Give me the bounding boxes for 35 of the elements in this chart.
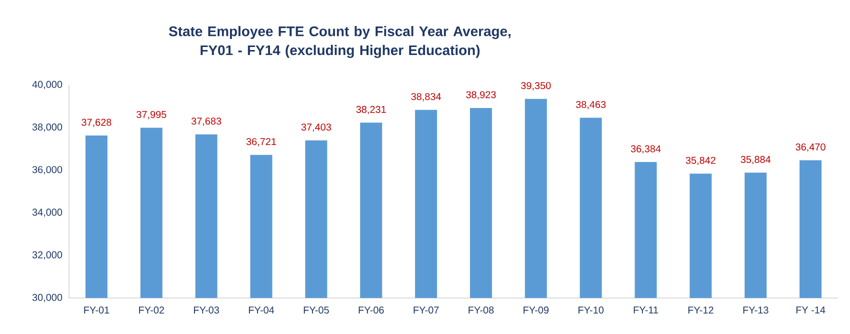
data-label: 38,231 — [356, 106, 386, 114]
x-tick-label: FY-06 — [358, 306, 384, 314]
x-tick-label: FY-12 — [688, 306, 714, 314]
y-tick-label: 40,000 — [32, 80, 62, 90]
y-tick-label: 32,000 — [32, 251, 62, 260]
data-label: 37,683 — [191, 118, 222, 126]
data-label: 38,923 — [466, 91, 496, 100]
data-label: 35,884 — [740, 156, 771, 164]
x-tick-label: FY-08 — [468, 306, 494, 314]
x-tick-label: FY-07 — [414, 306, 439, 314]
data-label: 37,403 — [301, 124, 331, 132]
data-label: 39,350 — [521, 82, 551, 90]
data-label: 38,834 — [411, 93, 441, 102]
chart-title: State Employee FTE Count by Fiscal Year Average, FY01 - FY14 (excluding Higher Education) — [168, 26, 510, 58]
data-label: 35,842 — [686, 156, 716, 166]
x-tick-label: FY-13 — [743, 306, 768, 314]
y-tick-label: 38,000 — [32, 123, 62, 132]
data-label: 36,470 — [796, 143, 826, 152]
y-tick-label: 36,000 — [32, 166, 62, 174]
data-label: 38,463 — [576, 100, 606, 110]
y-tick-label: 34,000 — [32, 208, 62, 217]
x-tick-label: FY-11 — [634, 306, 658, 314]
data-label: 36,384 — [630, 145, 661, 154]
data-label: 36,721 — [246, 138, 276, 146]
x-tick-label: FY-03 — [194, 306, 220, 314]
x-tick-label: FY-04 — [248, 306, 274, 314]
x-tick-label: FY -14 — [796, 306, 826, 314]
x-tick-label: FY-10 — [578, 306, 604, 314]
x-tick-label: FY-09 — [524, 306, 549, 314]
data-label: 37,628 — [82, 118, 112, 128]
x-tick-label: FY-05 — [304, 306, 329, 314]
y-tick-label: 30,000 — [32, 294, 62, 302]
data-label: 37,995 — [136, 110, 166, 120]
x-tick-label: FY-01 — [84, 306, 110, 314]
x-tick-label: FY-02 — [139, 306, 164, 314]
